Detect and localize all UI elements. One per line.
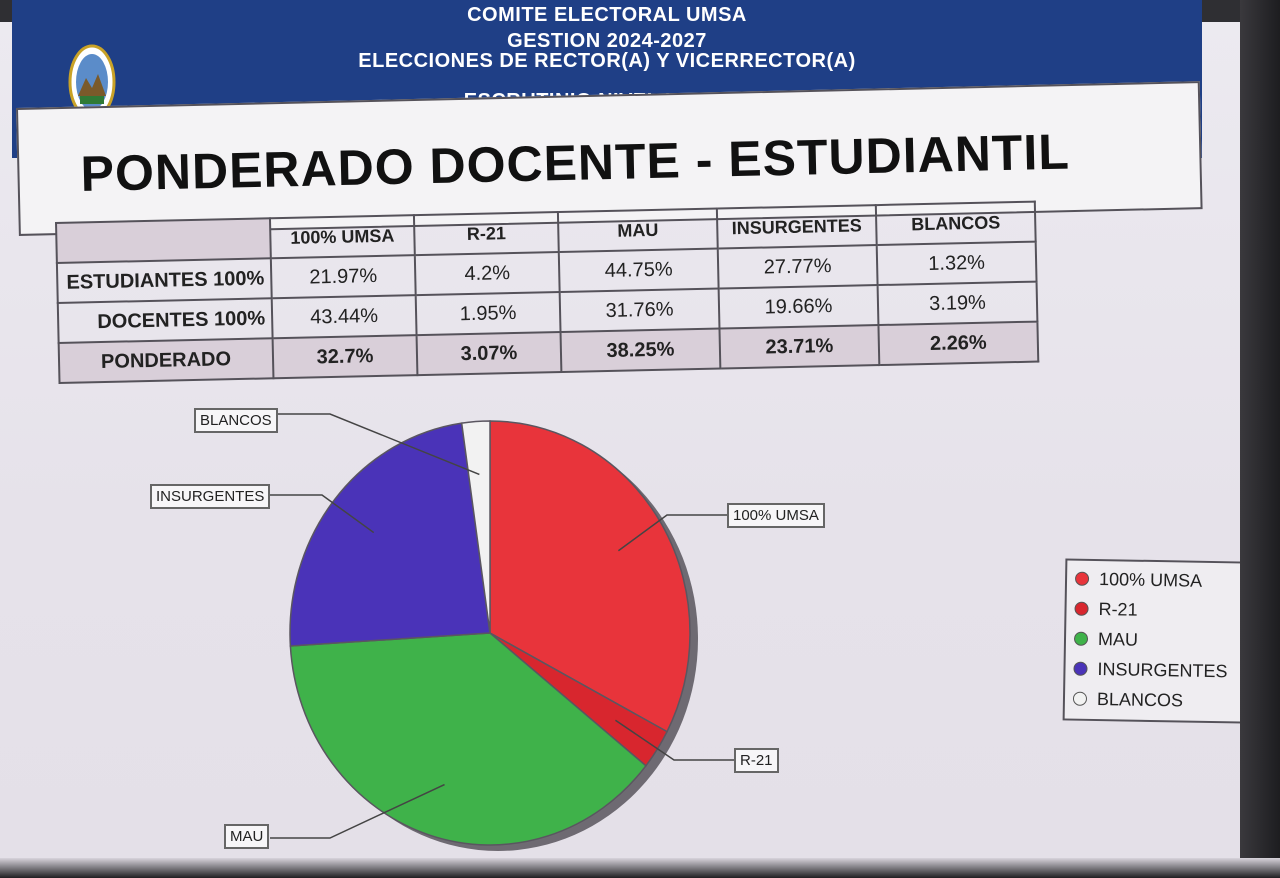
legend-label: 100% UMSA [1098, 568, 1203, 591]
legend-item: MAU [1073, 627, 1139, 652]
legend-item: INSURGENTES [1073, 657, 1228, 684]
pie-slice-100-umsa [489, 420, 691, 733]
leader-line-r-21 [615, 719, 734, 761]
legend-swatch [1073, 631, 1089, 646]
leader-line-blancos [270, 413, 480, 476]
legend-swatch [1074, 601, 1089, 616]
legend-label: INSURGENTES [1097, 658, 1228, 681]
slice-label-insurgentes: INSURGENTES [150, 484, 271, 509]
slice-label-blancos: BLANCOS [194, 408, 278, 433]
slice-label-mau: MAU [224, 824, 270, 849]
pie-slice-blancos [460, 420, 491, 634]
header-line-2: GESTION 2024-2027 [507, 30, 707, 52]
legend-item: 100% UMSA [1074, 567, 1203, 593]
leader-line-100-umsa [617, 514, 727, 552]
leader-line-insurgentes [262, 494, 375, 534]
legend-swatch [1073, 661, 1088, 676]
screen-right-edge [1240, 0, 1280, 878]
header-line-3: ELECCIONES DE RECTOR(A) Y VICERRECTOR(A) [358, 50, 856, 72]
slice-label-100-umsa: 100% UMSA [727, 503, 825, 528]
legend-swatch [1072, 691, 1088, 706]
screen-bottom-edge [0, 858, 1280, 878]
legend-swatch [1074, 571, 1090, 586]
pie-slice-mau [289, 632, 647, 846]
leader-line-mau [270, 783, 445, 839]
pie-slice-insurgentes [289, 422, 491, 647]
legend-label: MAU [1097, 628, 1139, 650]
chart-legend: 100% UMSA R-21 MAU INSURGENTES BLANCOS [1062, 558, 1246, 724]
slice-label-r-21: R-21 [734, 748, 779, 773]
legend-label: BLANCOS [1096, 688, 1184, 711]
legend-item: R-21 [1074, 597, 1138, 622]
legend-label: R-21 [1098, 598, 1138, 620]
legend-item: BLANCOS [1072, 687, 1184, 713]
header-line-1: COMITE ELECTORAL UMSA [467, 4, 747, 26]
